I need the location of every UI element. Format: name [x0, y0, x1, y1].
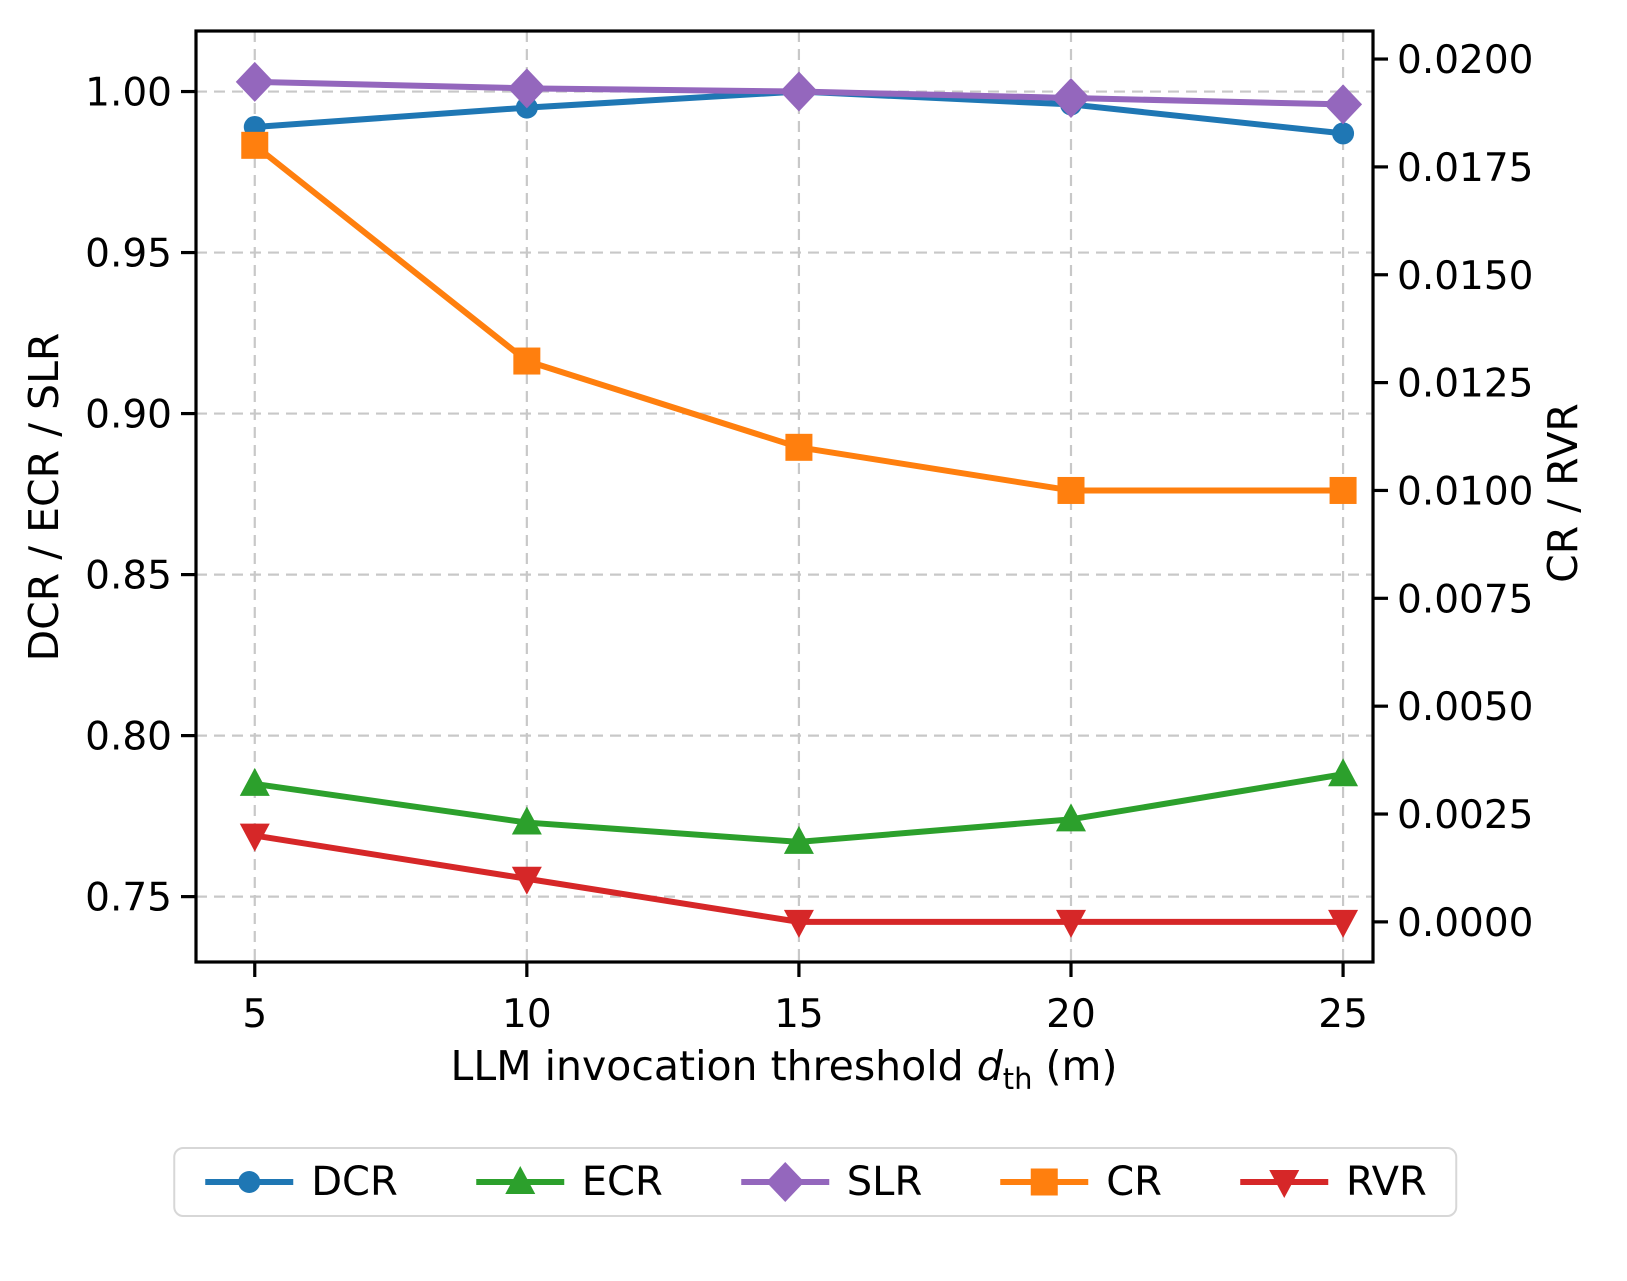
marker-ECR	[239, 767, 270, 796]
x-axis-label-variable: d	[976, 1042, 1003, 1090]
x-axis-label-subscript: th	[1002, 1062, 1033, 1097]
y-tick-label-left: 0.90	[85, 393, 172, 438]
marker-RVR	[511, 866, 542, 895]
x-tick-label: 25	[1318, 992, 1368, 1037]
marker-RVR	[783, 909, 814, 938]
y-tick-label-left: 0.80	[85, 715, 172, 760]
marker-SLR	[779, 71, 818, 112]
y-tick-label-right: 0.0100	[1397, 469, 1533, 514]
y-tick-label-right: 0.0175	[1397, 146, 1533, 191]
x-axis-label: LLM invocation threshold dth (m)	[451, 1042, 1118, 1096]
y-axis-label-left: DCR / ECR / SLR	[20, 332, 68, 662]
marker-ECR	[1055, 803, 1086, 832]
y-tick-label-right: 0.0075	[1397, 577, 1533, 622]
legend-item-dcr: DCR	[203, 1159, 398, 1205]
y-tick-label-left: 0.85	[85, 554, 172, 599]
cr-square-marker-icon	[1000, 1168, 1089, 1196]
y-tick-label-right: 0.0050	[1397, 685, 1533, 730]
legend-label-slr: SLR	[846, 1159, 923, 1205]
legend-item-ecr: ECR	[474, 1159, 663, 1205]
legend-item-rvr: RVR	[1238, 1159, 1427, 1205]
x-tick-label: 5	[242, 992, 267, 1037]
y-tick-label-left: 0.75	[85, 876, 172, 921]
legend-sample-marker	[504, 1166, 535, 1194]
legend-sample-marker	[765, 1162, 804, 1202]
legend-sample-marker	[1268, 1170, 1299, 1198]
x-tick-label: 20	[1046, 992, 1096, 1037]
y-tick-label-right: 0.0150	[1397, 254, 1533, 299]
dcr-circle-marker-icon	[205, 1171, 294, 1193]
marker-ECR	[783, 825, 814, 854]
marker-CR	[1329, 476, 1357, 504]
x-axis-label-unit: (m)	[1032, 1042, 1118, 1090]
y-tick-label-right: 0.0025	[1397, 793, 1533, 838]
legend-item-cr: CR	[998, 1159, 1162, 1205]
marker-DCR	[1332, 122, 1355, 145]
marker-ECR	[511, 806, 542, 835]
marker-CR	[241, 131, 269, 159]
marker-ECR	[1328, 758, 1359, 787]
legend: DCR ECR SLR CR RVR	[173, 1147, 1457, 1217]
y-tick-label-right: 0.0125	[1397, 362, 1533, 407]
marker-CR	[785, 433, 813, 461]
marker-SLR	[507, 68, 546, 109]
legend-label-cr: CR	[1106, 1159, 1162, 1205]
legend-label-rvr: RVR	[1345, 1159, 1427, 1205]
legend-item-slr: SLR	[739, 1159, 922, 1205]
legend-sample-marker	[238, 1171, 261, 1193]
legend-sample-marker	[1030, 1168, 1058, 1196]
marker-RVR	[1055, 909, 1086, 938]
y-tick-label-right: 0.0000	[1397, 901, 1533, 946]
marker-SLR	[1051, 77, 1090, 118]
marker-SLR	[1324, 84, 1363, 125]
marker-CR	[1057, 476, 1085, 504]
marker-CR	[513, 347, 541, 375]
legend-label-ecr: ECR	[581, 1159, 663, 1205]
legend-label-dcr: DCR	[311, 1159, 398, 1205]
marker-RVR	[1328, 909, 1359, 938]
ecr-triangle-marker-icon	[475, 1166, 564, 1194]
y-tick-label-left: 1.00	[85, 71, 172, 116]
marker-SLR	[235, 61, 274, 102]
x-tick-label: 15	[774, 992, 824, 1037]
slr-diamond-marker-icon	[740, 1162, 829, 1202]
marker-RVR	[239, 823, 270, 852]
axes-frame	[194, 29, 1375, 964]
rvr-triangle-down-marker-icon	[1239, 1170, 1328, 1198]
y-axis-label-right: CR / RVR	[1539, 403, 1587, 583]
y-tick-label-left: 0.95	[85, 232, 172, 277]
x-axis-label-text: LLM invocation threshold	[450, 1042, 977, 1090]
x-tick-label: 10	[502, 992, 552, 1037]
y-tick-label-right: 0.0200	[1397, 38, 1533, 83]
